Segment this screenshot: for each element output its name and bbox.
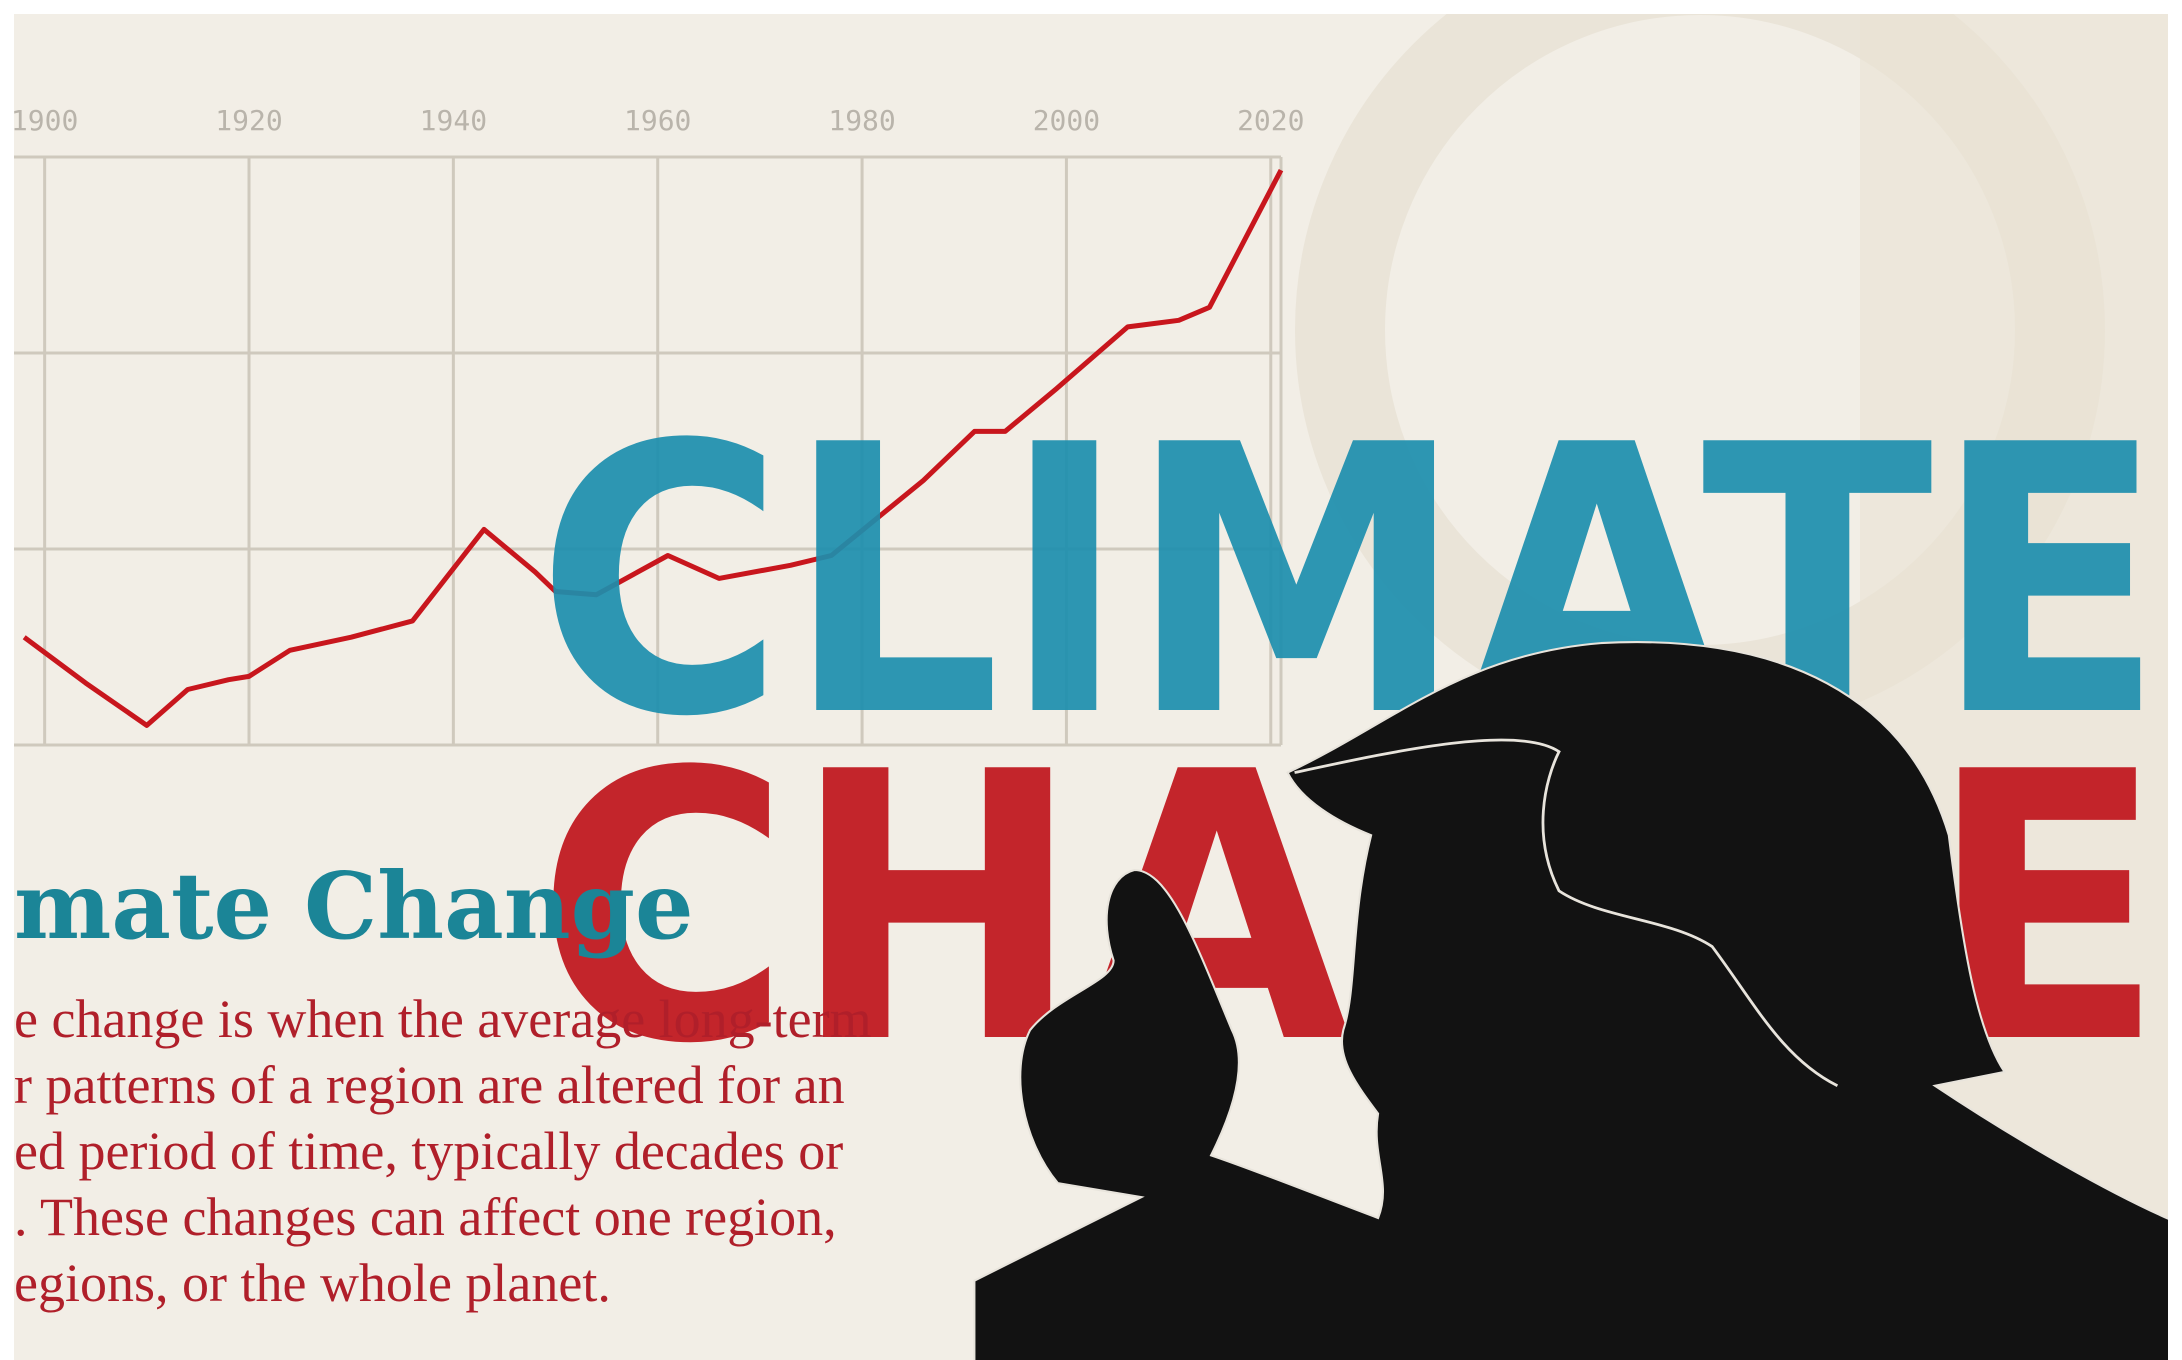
article-heading: mate Change xyxy=(14,852,694,960)
x-tick-label: 1940 xyxy=(420,104,487,137)
article-line: e change is when the average long-term xyxy=(14,989,872,1049)
page: 1900192019401960198020002020 CLIMATE CHA… xyxy=(0,0,2182,1360)
x-tick-label: 2020 xyxy=(1237,104,1304,137)
article-line: r patterns of a region are altered for a… xyxy=(14,1055,845,1115)
article-line: ed period of time, typically decades or xyxy=(14,1121,843,1181)
x-tick-label: 1980 xyxy=(828,104,895,137)
article-line: egions, or the whole planet. xyxy=(14,1253,611,1313)
x-tick-label: 1900 xyxy=(11,104,78,137)
x-tick-label: 1920 xyxy=(215,104,282,137)
illustration: 1900192019401960198020002020 CLIMATE CHA… xyxy=(0,0,2182,1360)
article-line: . These changes can affect one region, xyxy=(14,1187,837,1247)
x-tick-label: 2000 xyxy=(1033,104,1100,137)
x-tick-label: 1960 xyxy=(624,104,691,137)
